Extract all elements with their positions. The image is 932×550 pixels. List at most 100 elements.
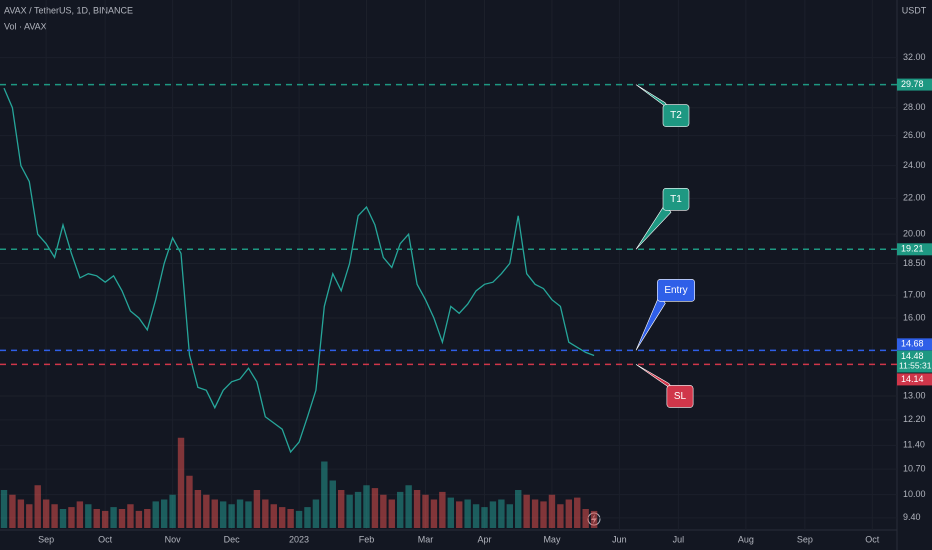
x-tick-label: Jun bbox=[612, 534, 627, 544]
price-line bbox=[3, 87, 595, 454]
volume-bar bbox=[101, 510, 109, 528]
y-tick-label: 26.00 bbox=[903, 130, 926, 140]
volume-bar bbox=[481, 507, 488, 528]
y-tick-label: 17.00 bbox=[903, 290, 926, 300]
volume-bar bbox=[346, 494, 353, 528]
volume-bar bbox=[270, 504, 277, 528]
volume-bar bbox=[211, 499, 218, 528]
volume-bar bbox=[422, 494, 429, 528]
price-tag bbox=[897, 78, 932, 91]
volume-bar bbox=[582, 509, 589, 528]
volume-legend: Vol · AVAX bbox=[4, 21, 47, 31]
volume-bar bbox=[397, 491, 404, 528]
y-tick-label: 10.00 bbox=[903, 489, 926, 499]
x-tick-label: Jul bbox=[673, 534, 685, 544]
volume-bar bbox=[430, 499, 438, 528]
callout: T1 bbox=[635, 187, 690, 250]
x-tick-label: Nov bbox=[165, 534, 182, 544]
price-tag-label: 19.21 bbox=[901, 244, 924, 254]
volume-bar bbox=[0, 490, 8, 528]
volume-bar bbox=[160, 499, 168, 528]
volume-bar bbox=[439, 491, 446, 528]
y-tick-label: 32.00 bbox=[903, 52, 926, 62]
x-tick-label: Dec bbox=[224, 534, 241, 544]
volume-bar bbox=[371, 488, 379, 528]
y-tick-label: 11.40 bbox=[903, 440, 925, 450]
volume-bar bbox=[464, 499, 471, 528]
volume-bar bbox=[380, 494, 387, 528]
volume-bar bbox=[278, 507, 286, 528]
price-tag-label: 14.14 bbox=[901, 374, 924, 384]
volume-bar bbox=[169, 494, 176, 528]
volume-bar bbox=[590, 510, 598, 528]
volume-bar bbox=[363, 485, 370, 528]
volume-bar bbox=[574, 497, 581, 528]
volume-bar bbox=[34, 485, 41, 528]
currency: USDT bbox=[902, 5, 927, 15]
volume-bar bbox=[177, 437, 185, 528]
callout-box bbox=[666, 385, 694, 408]
last-price-tag bbox=[897, 350, 932, 373]
volume-bar bbox=[312, 499, 320, 528]
volume-bar bbox=[9, 494, 16, 528]
volume-bar bbox=[152, 501, 159, 528]
volume-bar bbox=[565, 499, 573, 528]
y-tick-label: 24.00 bbox=[903, 160, 926, 170]
y-tick-label: 16.00 bbox=[903, 312, 926, 322]
volume-bar bbox=[17, 499, 25, 528]
y-tick-label: 22.00 bbox=[903, 193, 926, 203]
volume-bar bbox=[118, 509, 126, 528]
volume-bar bbox=[304, 507, 311, 528]
volume-bar bbox=[405, 485, 412, 528]
volume-bar bbox=[42, 499, 50, 528]
volume-bar bbox=[388, 499, 395, 528]
grid bbox=[0, 0, 897, 530]
y-tick-label: 13.00 bbox=[903, 390, 926, 400]
volume-bar bbox=[228, 504, 235, 528]
volume-bar bbox=[287, 509, 294, 528]
volume-bar bbox=[245, 501, 252, 528]
volume-bar bbox=[540, 501, 547, 528]
y-tick-label: 28.00 bbox=[903, 102, 926, 112]
volume-bar bbox=[76, 501, 84, 528]
volume-bar bbox=[219, 501, 227, 528]
volume-bar bbox=[413, 490, 421, 528]
volume-bar bbox=[447, 497, 454, 528]
volume-bar bbox=[135, 510, 143, 528]
volume-bar bbox=[472, 504, 480, 528]
price-tag bbox=[897, 373, 932, 386]
volume-bar bbox=[253, 490, 261, 528]
volume-bar bbox=[59, 509, 67, 528]
volume-bar bbox=[489, 501, 497, 528]
volume-bar bbox=[186, 475, 193, 528]
volume-bar bbox=[523, 494, 530, 528]
price-tag bbox=[897, 243, 932, 256]
callout-box bbox=[662, 187, 690, 211]
volume-bar bbox=[144, 509, 151, 528]
callout-label: T1 bbox=[670, 194, 682, 205]
volume-bar bbox=[506, 504, 513, 528]
volume-bar bbox=[557, 504, 564, 528]
x-tick-label: Oct bbox=[98, 534, 113, 544]
volume-bar bbox=[93, 509, 100, 528]
volume-bar bbox=[548, 494, 556, 528]
volume-bar bbox=[85, 504, 92, 528]
price-tag bbox=[897, 338, 932, 351]
volume-bar bbox=[515, 490, 522, 528]
y-tick-label: 12.20 bbox=[903, 414, 926, 424]
callout-label: Entry bbox=[664, 285, 687, 296]
volume-bar bbox=[194, 490, 202, 528]
callout: SL bbox=[635, 364, 694, 408]
volume-bar bbox=[295, 510, 303, 528]
x-tick-label: May bbox=[543, 534, 561, 544]
volume-bar bbox=[354, 491, 362, 528]
callout: Entry bbox=[635, 279, 695, 351]
volume-bar bbox=[68, 507, 75, 528]
callout-box bbox=[657, 279, 695, 302]
x-tick-label: Aug bbox=[738, 534, 754, 544]
volume-bar bbox=[456, 501, 463, 528]
volume-bar bbox=[498, 499, 505, 528]
x-tick-label: Feb bbox=[359, 534, 375, 544]
volume-bar bbox=[531, 499, 539, 528]
